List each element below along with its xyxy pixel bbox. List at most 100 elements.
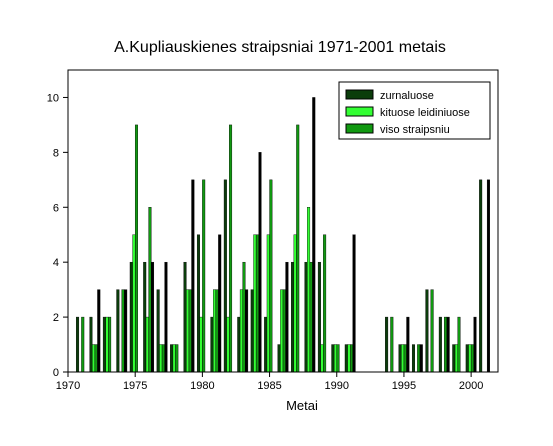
bar-zurnaluose-1988	[304, 261, 308, 373]
y-tick-label: 10	[47, 92, 59, 104]
bar-kituose-leidiniuose-1991	[347, 344, 351, 373]
bar-kituose-leidiniuose-1976	[145, 316, 149, 373]
bar-zurnaluose-1972	[89, 316, 93, 373]
bar-viso-straipsniu-1974	[121, 289, 125, 373]
y-tick-label: 2	[53, 312, 59, 324]
bar-series-3-1981	[218, 234, 222, 373]
bar-viso-straipsniu-1995	[403, 344, 407, 373]
x-tick-label: 1995	[392, 380, 416, 392]
y-tick-label: 8	[53, 147, 59, 159]
y-axis: 0 2 4 6 8 10	[47, 92, 68, 379]
bar-viso-straipsniu-1979	[188, 289, 192, 373]
bar-viso-straipsniu-1977	[161, 344, 165, 373]
bar-kituose-leidiniuose-1980	[199, 316, 203, 373]
bar-viso-straipsniu-1997	[430, 289, 434, 373]
bar-series-3-1972	[97, 289, 101, 373]
bar-zurnaluose-1995	[398, 344, 402, 373]
x-axis-label: Metai	[286, 398, 318, 413]
bar-zurnaluose-1998	[438, 316, 442, 373]
bar-viso-straipsniu-1994	[390, 316, 394, 373]
bar-viso-straipsniu-1982	[229, 124, 233, 373]
x-tick-label: 1985	[257, 380, 281, 392]
bar-viso-straipsniu-1972	[94, 344, 98, 373]
x-tick-label: 1980	[190, 380, 214, 392]
bar-viso-straipsniu-1973	[108, 316, 112, 373]
bar-kituose-leidiniuose-1981	[213, 289, 217, 373]
bar-kituose-leidiniuose-1977	[159, 344, 163, 373]
y-tick-label: 0	[53, 367, 59, 379]
bar-kituose-leidiniuose-1987	[293, 234, 297, 373]
bar-series-3-1996	[419, 344, 423, 373]
bar-zurnaluose-1987	[291, 261, 295, 373]
bar-zurnaluose-1989	[317, 261, 321, 373]
bar-series-3-1991	[352, 234, 356, 373]
bar-kituose-leidiniuose-1975	[132, 234, 136, 373]
bar-series-3-1979	[191, 179, 195, 373]
y-tick-label: 6	[53, 202, 59, 214]
bar-kituose-leidiniuose-1982	[226, 316, 230, 373]
bar-zurnaluose-1999	[452, 344, 456, 373]
bar-kituose-leidiniuose-1999	[454, 344, 458, 373]
y-tick-label: 4	[53, 257, 59, 269]
x-tick-label: 2000	[459, 380, 483, 392]
plot-frame	[67, 69, 499, 373]
bar-zurnaluose-1973	[102, 316, 106, 373]
bar-viso-straipsniu-1999	[457, 316, 461, 373]
bar-zurnaluose-1975	[129, 261, 133, 373]
x-tick-label: 1970	[56, 380, 80, 392]
bar-zurnaluose-1986	[277, 344, 281, 373]
bar-zurnaluose-1980	[196, 234, 200, 373]
bar-kituose-leidiniuose-1984	[253, 234, 257, 373]
bar-viso-straipsniu-1989	[323, 234, 327, 373]
bar-zurnaluose-1976	[143, 261, 147, 373]
bar-zurnaluose-2001	[479, 179, 483, 373]
x-tick-label: 1990	[325, 380, 349, 392]
bar-viso-straipsniu-1987	[296, 124, 300, 373]
bar-series-3-1988	[312, 97, 316, 373]
bar-kituose-leidiniuose-1989	[320, 344, 324, 373]
bar-viso-straipsniu-1976	[148, 207, 152, 373]
bar-zurnaluose-1982	[223, 179, 227, 373]
bar-zurnaluose-1974	[116, 289, 120, 373]
bar-series-3-2000	[473, 316, 477, 373]
bar-zurnaluose-1997	[425, 289, 429, 373]
bar-zurnaluose-2000	[465, 344, 469, 373]
bar-kituose-leidiniuose-1986	[280, 289, 284, 373]
chart-title: A.Kupliauskienes straipsniai 1971-2001 m…	[114, 39, 446, 56]
bar-zurnaluose-1984	[250, 289, 254, 373]
bar-viso-straipsniu-1975	[134, 124, 138, 373]
bar-zurnaluose-1983	[237, 316, 241, 373]
bar-zurnaluose-1996	[411, 344, 415, 373]
legend-label: viso straipsniu	[380, 124, 450, 136]
bar-viso-straipsniu-1996	[417, 344, 421, 373]
bar-zurnaluose-1985	[264, 316, 268, 373]
bar-kituose-leidiniuose-1983	[239, 289, 243, 373]
bar-kituose-leidiniuose-1973	[105, 316, 109, 373]
bar-viso-straipsniu-1984	[255, 234, 259, 373]
bar-kituose-leidiniuose-1972	[92, 344, 96, 373]
bar-viso-straipsniu-1998	[444, 316, 448, 373]
bar-zurnaluose-1990	[331, 344, 335, 373]
bar-series-3-1974	[124, 289, 128, 373]
bar-kituose-leidiniuose-2000	[468, 344, 472, 373]
bar-zurnaluose-1977	[156, 289, 160, 373]
bar-zurnaluose-1991	[344, 344, 348, 373]
legend-swatch	[345, 106, 374, 117]
bar-viso-straipsniu-1990	[336, 344, 340, 373]
bar-kituose-leidiniuose-1990	[333, 344, 337, 373]
bar-series-3-1976	[151, 261, 155, 373]
legend-swatch	[345, 123, 374, 134]
legend-label: zurnaluose	[380, 90, 434, 102]
bar-series-3-1986	[285, 261, 289, 373]
bar-viso-straipsniu-1981	[215, 289, 219, 373]
legend-swatch	[345, 89, 374, 100]
legend-label: kituose leidiniuose	[380, 107, 470, 119]
bar-viso-straipsniu-1983	[242, 261, 246, 373]
x-tick-label: 1975	[123, 380, 147, 392]
bar-series-3-2001	[486, 179, 490, 373]
bar-viso-straipsniu-2000	[470, 344, 474, 373]
bar-series-3-1977	[164, 261, 168, 373]
bar-viso-straipsniu-1978	[175, 344, 179, 373]
bar-series-3-1983	[245, 289, 249, 373]
